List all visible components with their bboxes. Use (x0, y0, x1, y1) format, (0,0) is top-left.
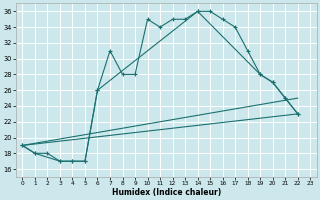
X-axis label: Humidex (Indice chaleur): Humidex (Indice chaleur) (112, 188, 221, 197)
